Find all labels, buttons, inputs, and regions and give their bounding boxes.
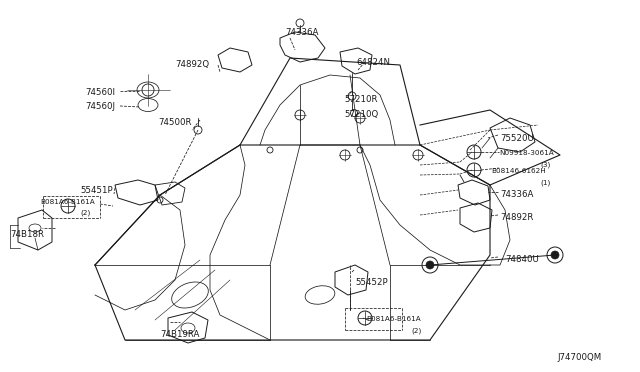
Text: (2): (2) [80, 210, 90, 217]
Text: 74840U: 74840U [505, 255, 539, 264]
Text: (2): (2) [411, 327, 421, 334]
Text: 74B18R: 74B18R [10, 230, 44, 239]
Text: 74560J: 74560J [85, 102, 115, 111]
Text: 57210Q: 57210Q [344, 110, 378, 119]
Text: 64824N: 64824N [356, 58, 390, 67]
Text: (3): (3) [540, 161, 550, 167]
Text: 75520U: 75520U [500, 134, 534, 143]
Text: 74B19RA: 74B19RA [160, 330, 200, 339]
Text: (1): (1) [540, 179, 550, 186]
Text: 55451P: 55451P [80, 186, 113, 195]
Text: J74700QM: J74700QM [557, 353, 601, 362]
Text: B081A6-B161A: B081A6-B161A [366, 316, 420, 322]
Text: 74336A: 74336A [500, 190, 533, 199]
Text: N09918-3061A: N09918-3061A [499, 150, 554, 156]
Circle shape [551, 251, 559, 259]
Text: 74892R: 74892R [500, 213, 533, 222]
Text: 74500R: 74500R [158, 118, 191, 127]
Text: 55452P: 55452P [355, 278, 388, 287]
Text: B081A6-B161A: B081A6-B161A [40, 199, 95, 205]
Text: 74892Q: 74892Q [175, 60, 209, 69]
Text: 74336A: 74336A [285, 28, 318, 37]
Text: 57210R: 57210R [344, 95, 378, 104]
Text: B08146-6162H: B08146-6162H [491, 168, 546, 174]
Text: 74560I: 74560I [85, 88, 115, 97]
Circle shape [426, 261, 434, 269]
